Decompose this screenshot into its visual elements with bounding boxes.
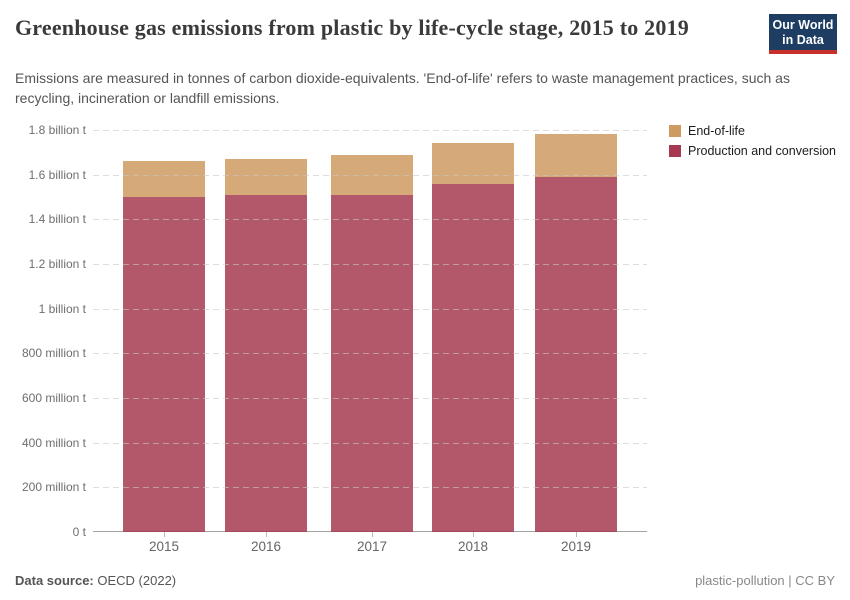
y-tick-label: 0 t <box>72 525 86 539</box>
gridline <box>93 442 647 444</box>
bar-2017 <box>331 154 413 532</box>
license-note: plastic-pollution | CC BY <box>695 573 835 588</box>
y-tick-label: 1.6 billion t <box>28 167 86 182</box>
x-tick-label: 2017 <box>356 539 388 554</box>
legend-label: Production and conversion <box>688 144 837 158</box>
gridline <box>93 487 647 489</box>
bar-segment-production-and-conversion-2017[interactable] <box>331 194 413 532</box>
legend-label: End-of-life <box>688 124 745 138</box>
chart-footer: Data source: OECD (2022) plastic-polluti… <box>15 573 835 588</box>
y-tick-label: 800 million t <box>21 346 86 361</box>
y-tick-label: 1.2 billion t <box>28 257 86 271</box>
bar-2015 <box>123 161 205 532</box>
legend-item-end-of-life[interactable]: End-of-life <box>669 124 836 138</box>
legend-swatch-end-of-life <box>669 125 681 137</box>
y-axis: 0 t 200 million t 400 million t 600 million… <box>0 123 86 539</box>
x-tick-mark <box>576 532 577 537</box>
x-tick-mark <box>266 532 267 537</box>
gridline <box>93 130 647 131</box>
y-tick-label: 200 million t <box>21 480 86 495</box>
owid-logo-line2: in Data <box>782 33 824 47</box>
owid-logo[interactable]: Our World in Data <box>769 14 837 54</box>
bar-segment-end-of-life-2018[interactable] <box>432 143 514 184</box>
chart-subtitle: Emissions are measured in tonnes of carb… <box>15 70 790 106</box>
y-tick-label: 400 million t <box>21 435 86 450</box>
gridline <box>93 398 647 399</box>
chart-legend: End-of-life Production and conversion <box>669 124 836 164</box>
owid-logo-line1: Our World <box>772 18 834 32</box>
bar-segment-production-and-conversion-2015[interactable] <box>123 197 205 532</box>
bar-segment-production-and-conversion-2019[interactable] <box>535 176 617 532</box>
bar-segment-end-of-life-2019[interactable] <box>535 134 617 177</box>
y-tick-label: 1.8 billion t <box>28 123 86 137</box>
bar-segment-end-of-life-2016[interactable] <box>225 159 307 195</box>
bar-2016 <box>225 159 307 532</box>
bar-segment-production-and-conversion-2018[interactable] <box>432 183 514 532</box>
bar-segment-production-and-conversion-2016[interactable] <box>225 194 307 532</box>
gridline <box>93 219 647 221</box>
data-source-label: Data source: <box>15 573 94 588</box>
gridline <box>93 264 647 265</box>
legend-item-production-and-conversion[interactable]: Production and conversion <box>669 144 836 158</box>
data-source: Data source: OECD (2022) <box>15 573 176 588</box>
x-tick-label: 2016 <box>250 539 282 554</box>
gridline <box>93 308 647 310</box>
owid-logo-accent-bar <box>769 50 837 54</box>
bar-segment-end-of-life-2015[interactable] <box>123 161 205 197</box>
plot-area: 2015 2016 2017 2018 2019 <box>93 130 647 554</box>
y-tick-label: 600 million t <box>21 391 86 405</box>
x-tick-label: 2015 <box>148 539 180 554</box>
x-tick-mark <box>164 532 165 537</box>
gridline <box>93 353 647 355</box>
bar-2019 <box>535 134 617 532</box>
x-tick-label: 2019 <box>560 539 592 554</box>
x-tick-label: 2018 <box>457 539 489 554</box>
y-tick-label: 1 billion t <box>38 301 86 316</box>
data-source-value: OECD (2022) <box>97 573 177 588</box>
x-tick-mark <box>473 532 474 537</box>
bar-2018 <box>432 143 514 532</box>
y-tick-label: 1.4 billion t <box>28 212 86 227</box>
page-title: Greenhouse gas emissions from plastic by… <box>15 15 689 40</box>
gridline <box>93 174 647 176</box>
legend-swatch-production-and-conversion <box>669 145 681 157</box>
x-tick-mark <box>372 532 373 537</box>
